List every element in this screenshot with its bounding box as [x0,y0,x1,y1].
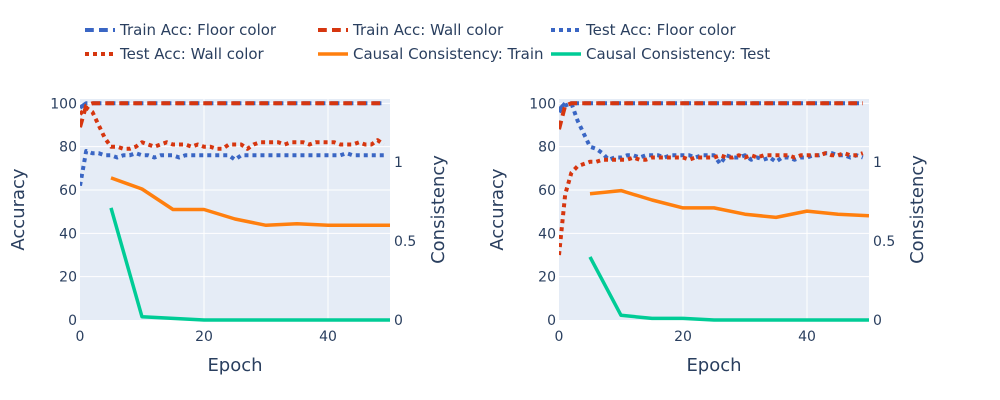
x-axis-title: Epoch [207,355,262,376]
legend-item-train_wall[interactable]: Train Acc: Wall color [318,21,504,39]
y2-axis-title: Consistency [907,155,928,264]
x-tick-label: 20 [195,329,213,345]
legend: Train Acc: Floor color Train Acc: Wall co… [85,21,770,63]
series-line-cc_test[interactable] [109,207,390,322]
legend-item-test_wall[interactable]: Test Acc: Wall color [85,45,265,63]
legend-item-test_floor[interactable]: Test Acc: Floor color [551,21,736,39]
y-tick-label: 20 [538,270,556,286]
legend-item-cc_test[interactable]: Causal Consistency: Test [551,45,770,63]
y2-tick-label: 1 [394,155,403,171]
y-tick-label: 60 [59,183,77,199]
x-tick-label: 40 [798,329,816,345]
series-line-train_wall[interactable] [559,101,863,130]
y-axis-title: Accuracy [487,168,508,251]
legend-label-test_floor: Test Acc: Floor color [585,21,736,39]
series-line-test_floor[interactable] [80,149,384,187]
series-line-cc_train[interactable] [589,188,869,220]
y-tick-label: 0 [68,313,77,329]
y-tick-label: 40 [59,226,77,242]
y2-tick-label: 0 [394,313,403,329]
series-group [80,101,390,322]
y-tick-label: 80 [538,140,556,156]
right-subplot: 0 20 40 0 20 40 60 80 100 0 0.5 1 Epoch Accuracy Consi… [487,96,928,376]
y-axis-title: Accuracy [8,168,29,251]
x-tick-label: 0 [76,329,85,345]
y-tick-label: 20 [59,270,77,286]
y2-tick-label: 0.5 [873,234,895,250]
legend-label-cc_train: Causal Consistency: Train [353,45,544,63]
legend-label-train_wall: Train Acc: Wall color [352,21,504,39]
legend-label-train_floor: Train Acc: Floor color [119,21,277,39]
series-line-train_wall[interactable] [80,101,384,128]
series-group [559,101,869,322]
x-tick-label: 40 [319,329,337,345]
x-axis-title: Epoch [686,355,741,376]
left-subplot: 0 20 40 0 20 40 60 80 100 0 0.5 1 Epoch Accuracy Consi… [8,96,449,376]
y-tick-label: 80 [59,140,77,156]
legend-label-test_wall: Test Acc: Wall color [119,45,265,63]
legend-item-cc_train[interactable]: Causal Consistency: Train [318,45,544,63]
y2-tick-label: 0 [873,313,882,329]
y2-axis-title: Consistency [428,155,449,264]
series-line-cc_test[interactable] [588,256,869,322]
x-tick-label: 20 [674,329,692,345]
y-tick-label: 100 [50,96,77,112]
legend-item-train_floor[interactable]: Train Acc: Floor color [85,21,277,39]
x-tick-label: 0 [555,329,564,345]
y2-tick-label: 1 [873,155,882,171]
series-line-cc_train[interactable] [110,176,390,228]
y-tick-label: 100 [529,96,556,112]
legend-label-cc_test: Causal Consistency: Test [586,45,770,63]
y-tick-label: 60 [538,183,556,199]
y-tick-label: 40 [538,226,556,242]
series-line-test_wall[interactable] [80,105,385,151]
plot-area [80,99,390,320]
y2-tick-label: 0.5 [394,234,416,250]
y-tick-label: 0 [547,313,556,329]
